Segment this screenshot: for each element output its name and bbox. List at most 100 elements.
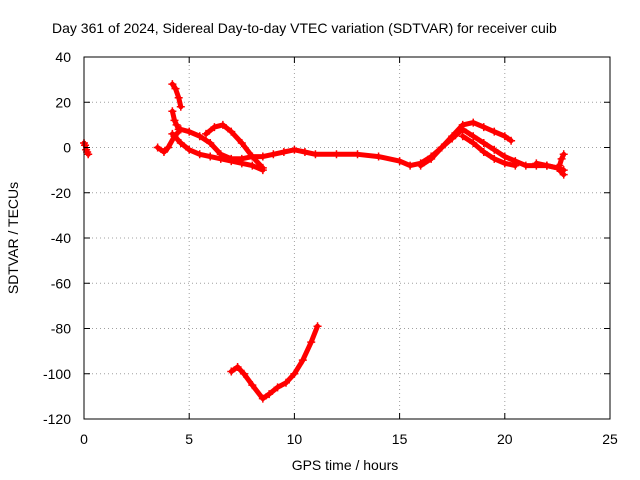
series-arc-evening-lower [458, 132, 520, 170]
data-point [237, 159, 246, 168]
data-point [479, 123, 488, 132]
data-point [174, 93, 183, 102]
series-arc-spike [168, 80, 185, 111]
data-point [206, 138, 215, 147]
data-point [168, 107, 177, 116]
data-point [168, 80, 177, 89]
data-point [311, 150, 320, 159]
data-point [307, 338, 316, 347]
data-point [469, 118, 478, 127]
data-point [458, 132, 467, 141]
data-point [153, 143, 162, 152]
series-trace [533, 160, 567, 178]
x-tick-label: 20 [497, 431, 513, 447]
y-tick-label: 20 [55, 94, 71, 110]
data-point [406, 161, 415, 170]
y-tick-label: 0 [63, 140, 71, 156]
x-tick-label: 5 [185, 431, 193, 447]
data-point [237, 138, 246, 147]
data-point [170, 116, 179, 125]
data-point [500, 132, 509, 141]
data-point [290, 145, 299, 154]
data-point [298, 356, 307, 365]
data-point [300, 148, 309, 157]
data-point [427, 154, 436, 163]
data-point [210, 123, 219, 132]
data-point [469, 138, 478, 147]
series-arc-deep [227, 322, 322, 403]
data-point [176, 138, 185, 147]
data-point [437, 143, 446, 152]
data-point [479, 148, 488, 157]
data-point [239, 369, 248, 378]
data-point [479, 138, 488, 147]
data-point [332, 150, 341, 159]
data-point [353, 150, 362, 159]
data-point [313, 322, 322, 331]
chart-title: Day 361 of 2024, Sidereal Day-to-day VTE… [52, 20, 557, 36]
y-tick-label: -100 [43, 366, 71, 382]
data-point [233, 362, 242, 371]
data-point [185, 145, 194, 154]
data-point [248, 161, 257, 170]
series-arc-evening [416, 118, 516, 170]
series-trace [228, 323, 320, 402]
grid-lines [84, 57, 610, 419]
data-point [500, 159, 509, 168]
data-point [532, 159, 541, 168]
x-tick-label: 10 [287, 431, 303, 447]
data-point [171, 84, 180, 93]
y-axis-label: SDTVAR / TECUs [5, 182, 21, 294]
data-point [542, 161, 551, 170]
data-point [521, 161, 530, 170]
data-point [290, 369, 299, 378]
data-point [281, 378, 290, 387]
series-trace [155, 126, 567, 173]
data-point [490, 145, 499, 154]
data-point [507, 136, 516, 145]
data-point [202, 129, 211, 138]
data-point [172, 120, 181, 129]
data-point [273, 383, 282, 392]
data-point [227, 127, 236, 136]
x-tick-label: 15 [392, 431, 408, 447]
data-point [416, 161, 425, 170]
data-point [557, 154, 566, 163]
data-point [269, 150, 278, 159]
y-tick-label: -40 [51, 230, 71, 246]
series-trace [169, 81, 184, 110]
data-point [248, 152, 257, 161]
y-tick-label: -120 [43, 411, 71, 427]
series-trace [169, 108, 182, 132]
data-point [248, 381, 257, 390]
series-trace [418, 120, 514, 169]
data-point [559, 170, 568, 179]
data-point [511, 161, 520, 170]
data-point [559, 150, 568, 159]
data-point [448, 132, 457, 141]
data-point [258, 394, 267, 403]
series-arc-tail [555, 150, 568, 170]
data-point [176, 102, 185, 111]
y-tick-label: 40 [55, 49, 71, 65]
y-tick-label: -60 [51, 275, 71, 291]
data-point [279, 148, 288, 157]
y-tick-label: -20 [51, 185, 71, 201]
data-point [164, 143, 173, 152]
data-point [490, 154, 499, 163]
x-axis-label: GPS time / hours [292, 457, 399, 473]
data-point [84, 150, 93, 159]
series-arc-lower [168, 129, 267, 175]
data-point [168, 129, 177, 138]
data-point [227, 367, 236, 376]
data-points [80, 80, 568, 403]
data-point [490, 127, 499, 136]
data-point [265, 390, 274, 399]
data-point [195, 150, 204, 159]
data-point [159, 148, 168, 157]
data-point [216, 154, 225, 163]
data-point [374, 152, 383, 161]
data-point [500, 152, 509, 161]
